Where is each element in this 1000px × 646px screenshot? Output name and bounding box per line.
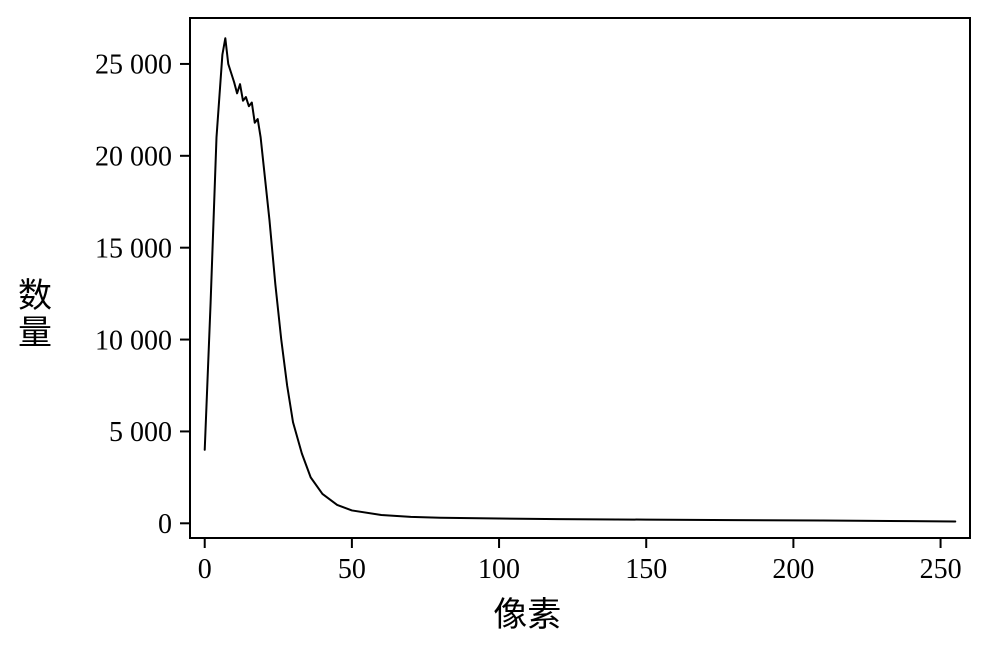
y-tick-label: 0 [158,509,172,540]
y-tick-label: 10 000 [95,325,172,356]
chart-container: 数 量 像素 0 50 100 150 200 250 0 5 000 10 000 15 000… [0,0,1000,646]
y-tick-label: 15 000 [95,233,172,264]
y-axis-label-char-1: 数 [18,278,52,315]
x-tick-label: 200 [772,554,814,585]
x-tick-label: 0 [198,554,212,585]
chart-svg: 0 50 100 150 200 250 0 5 000 10 000 15 000 20 000 2… [0,0,1000,646]
x-tick-label: 50 [338,554,366,585]
x-tick-label: 100 [478,554,520,585]
y-tick-label: 25 000 [95,50,172,81]
x-axis-label: 像素 [493,587,561,636]
data-line [205,38,956,521]
y-tick-label: 5 000 [109,417,172,448]
x-tick-label: 250 [920,554,962,585]
y-axis-label-char-2: 量 [18,316,52,353]
axes-frame [190,18,970,538]
x-tick-label: 150 [625,554,667,585]
y-tick-label: 20 000 [95,142,172,173]
y-axis-label: 数 量 [18,278,52,353]
